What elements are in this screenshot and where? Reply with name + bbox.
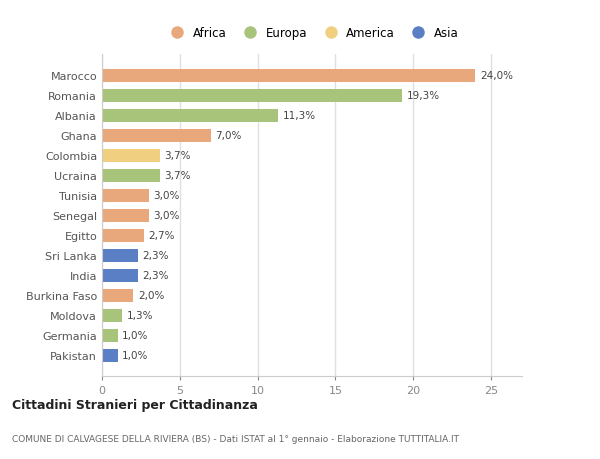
Bar xyxy=(102,309,122,322)
Bar xyxy=(102,329,118,342)
Text: 1,3%: 1,3% xyxy=(127,310,154,320)
Bar xyxy=(102,209,149,222)
Text: 7,0%: 7,0% xyxy=(215,131,242,141)
Bar xyxy=(102,150,160,162)
Bar xyxy=(102,70,475,83)
Bar xyxy=(102,229,144,242)
Text: 11,3%: 11,3% xyxy=(283,111,316,121)
Text: 3,7%: 3,7% xyxy=(164,151,191,161)
Bar xyxy=(102,110,278,123)
Bar xyxy=(102,189,149,202)
Text: 3,0%: 3,0% xyxy=(154,191,180,201)
Bar xyxy=(102,169,160,182)
Text: 1,0%: 1,0% xyxy=(122,350,149,360)
Text: COMUNE DI CALVAGESE DELLA RIVIERA (BS) - Dati ISTAT al 1° gennaio - Elaborazione: COMUNE DI CALVAGESE DELLA RIVIERA (BS) -… xyxy=(12,434,459,442)
Bar xyxy=(102,289,133,302)
Bar xyxy=(102,249,138,262)
Text: 2,3%: 2,3% xyxy=(142,251,169,261)
Text: 19,3%: 19,3% xyxy=(407,91,440,101)
Bar xyxy=(102,129,211,142)
Text: 3,7%: 3,7% xyxy=(164,171,191,181)
Bar xyxy=(102,90,402,102)
Legend: Africa, Europa, America, Asia: Africa, Europa, America, Asia xyxy=(161,22,463,45)
Text: 2,0%: 2,0% xyxy=(138,291,164,301)
Text: 2,7%: 2,7% xyxy=(149,231,175,241)
Text: 3,0%: 3,0% xyxy=(154,211,180,221)
Text: 24,0%: 24,0% xyxy=(480,71,513,81)
Bar xyxy=(102,269,138,282)
Text: 1,0%: 1,0% xyxy=(122,330,149,340)
Text: 2,3%: 2,3% xyxy=(142,270,169,280)
Bar xyxy=(102,349,118,362)
Text: Cittadini Stranieri per Cittadinanza: Cittadini Stranieri per Cittadinanza xyxy=(12,398,258,412)
